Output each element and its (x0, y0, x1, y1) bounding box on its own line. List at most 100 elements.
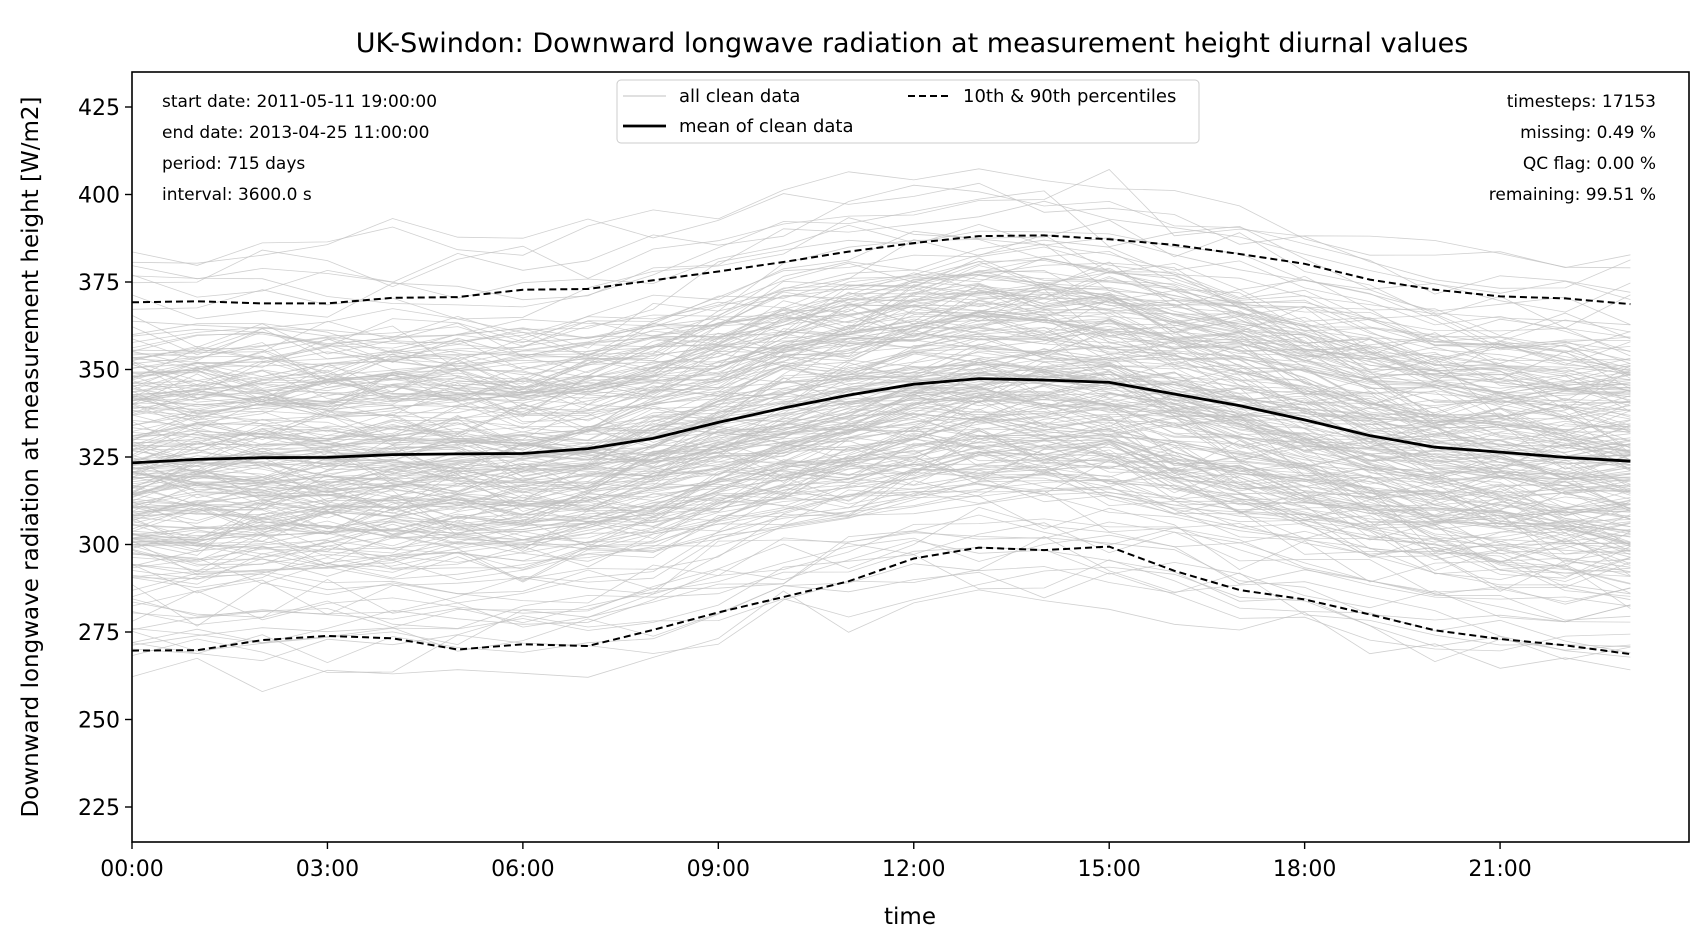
clean-data-line (131, 358, 1631, 463)
clean-data-line (131, 494, 1631, 595)
clean-data-line (131, 379, 1631, 509)
y-axis: 225 250 275 300 325 350 375 400 425 (78, 96, 132, 821)
clean-data-line (131, 419, 1631, 544)
clean-data-line (131, 566, 1631, 663)
clean-data-line (131, 311, 1631, 414)
clean-data-line (131, 433, 1631, 550)
clean-data-line (131, 415, 1631, 535)
clean-data-line (131, 270, 1631, 381)
clean-data-line (131, 536, 1631, 673)
clean-data-line (131, 289, 1631, 407)
clean-data-line (131, 285, 1631, 392)
clean-data-line (131, 327, 1631, 444)
clean-data-line (131, 169, 1631, 289)
annotation-right-line: missing: 0.49 % (1520, 123, 1656, 143)
x-tick-label: 09:00 (687, 857, 750, 882)
x-tick-label: 12:00 (882, 857, 945, 882)
clean-data-line (131, 274, 1631, 377)
clean-data-line (131, 298, 1631, 397)
y-tick-label: 250 (78, 709, 120, 734)
clean-data-line (131, 372, 1631, 478)
clean-data-line (131, 540, 1631, 660)
clean-data-line (131, 239, 1631, 354)
clean-data-line (131, 373, 1631, 479)
clean-data-line (131, 451, 1631, 585)
clean-data-line (131, 312, 1631, 412)
clean-data-line (131, 284, 1631, 391)
clean-data-line (131, 408, 1631, 520)
percentile-90-line (131, 234, 1631, 306)
clean-data-line (131, 326, 1631, 453)
y-tick-label: 375 (78, 271, 120, 296)
y-axis-label: Downward longwave radiation at measureme… (18, 97, 44, 818)
clean-data-line (131, 291, 1631, 412)
legend: all clean data mean of clean data 10th &… (616, 79, 1200, 144)
clean-data-line (131, 391, 1631, 506)
clean-data-line (131, 392, 1631, 483)
x-tick-label: 15:00 (1077, 857, 1140, 882)
clean-data-line (131, 327, 1631, 434)
clean-data-line (131, 262, 1631, 376)
y-tick-label: 225 (78, 796, 120, 821)
clean-data-line (131, 312, 1631, 419)
series-layer (131, 234, 1631, 656)
clean-data-line (131, 456, 1631, 562)
x-tick-label: 03:00 (296, 857, 359, 882)
clean-data-line (131, 410, 1631, 517)
clean-data-line (131, 474, 1631, 592)
mean-line (131, 377, 1631, 465)
clean-data-line (131, 353, 1631, 458)
clean-data-line (131, 305, 1631, 416)
clean-data-line (131, 224, 1631, 325)
clean-data-line (131, 269, 1631, 353)
clean-data-line (131, 325, 1631, 447)
clean-data-line (131, 259, 1631, 363)
clean-data-line (131, 347, 1631, 469)
clean-data-line (131, 392, 1631, 492)
y-tick-label: 350 (78, 359, 120, 384)
y-tick-label: 400 (78, 184, 120, 209)
info-annotations-right: timesteps: 17153 missing: 0.49 % QC flag: … (1489, 92, 1656, 205)
annotation-left-line: end date: 2013-04-25 11:00:00 (162, 123, 429, 143)
clean-data-line (131, 385, 1631, 506)
clean-data-line (131, 463, 1631, 552)
x-axis: 00:00 03:00 06:00 09:00 12:00 15:00 18:00 21:00 (100, 842, 1532, 882)
clean-data-line (131, 443, 1631, 550)
annotation-right-line: timesteps: 17153 (1507, 92, 1656, 112)
clean-data-line (131, 265, 1631, 367)
y-tick-label: 300 (78, 534, 120, 559)
clean-data-line (131, 465, 1631, 568)
clean-data-line (131, 455, 1631, 577)
clean-data-line (131, 433, 1631, 549)
clean-data-line (131, 451, 1631, 580)
annotation-right-line: remaining: 99.51 % (1489, 185, 1656, 205)
clean-data-line (131, 406, 1631, 516)
clean-data-line (131, 309, 1631, 414)
clean-data-line (131, 461, 1631, 577)
legend-box (616, 79, 1200, 144)
clean-data-line (131, 294, 1631, 392)
clean-data-line (131, 393, 1631, 497)
clean-data-line (131, 290, 1631, 402)
x-tick-label: 00:00 (100, 857, 163, 882)
x-tick-label: 18:00 (1273, 857, 1336, 882)
clean-data-line (131, 589, 1631, 693)
clean-data-line (131, 381, 1631, 488)
clean-data-line (131, 429, 1631, 547)
y-tick-label: 275 (78, 621, 120, 646)
clean-data-line (131, 571, 1631, 652)
clean-data-line (131, 303, 1631, 426)
clean-data-line (131, 380, 1631, 494)
all-clean-data-lines (131, 168, 1631, 693)
clean-data-line (131, 416, 1631, 524)
annotation-right-line: QC flag: 0.00 % (1523, 154, 1656, 174)
clean-data-line (131, 257, 1631, 398)
clean-data-line (131, 312, 1631, 419)
y-tick-label: 425 (78, 96, 120, 121)
legend-label-percentiles: 10th & 90th percentiles (963, 86, 1176, 107)
annotation-left-line: period: 715 days (162, 154, 305, 174)
clean-data-line (131, 274, 1631, 405)
clean-data-line (131, 386, 1631, 481)
chart-title: UK-Swindon: Downward longwave radiation … (356, 28, 1469, 59)
